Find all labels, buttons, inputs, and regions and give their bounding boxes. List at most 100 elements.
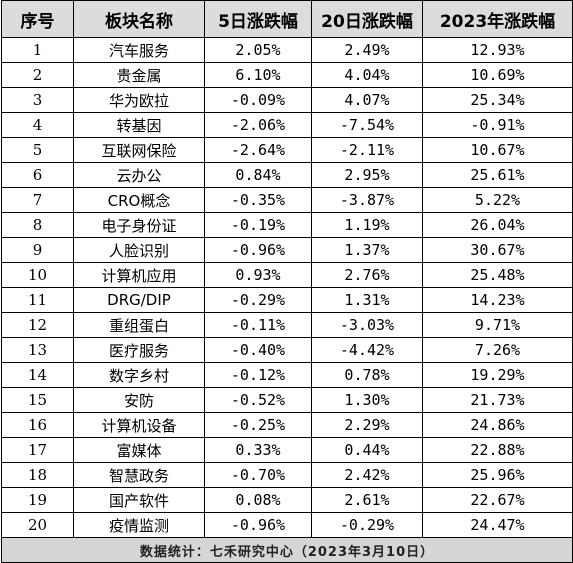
- change-20day-cell: 1.31%: [311, 287, 423, 313]
- change-2023-cell: 5.22%: [422, 187, 573, 213]
- change-5day-cell: -0.25%: [204, 412, 312, 438]
- change-2023-cell: 25.48%: [422, 262, 573, 288]
- table-row: 20 疫情监测 -0.96% -0.29% 24.47%: [1, 512, 573, 538]
- rank-cell: 14: [1, 362, 74, 388]
- rank-cell: 11: [1, 287, 74, 313]
- change-20day-cell: 0.44%: [311, 437, 423, 463]
- header-5day-change: 5日涨跌幅: [204, 0, 312, 38]
- header-rank: 序号: [1, 0, 74, 38]
- rank-cell: 7: [1, 187, 74, 213]
- change-20day-cell: 2.76%: [311, 262, 423, 288]
- change-2023-cell: 22.67%: [422, 487, 573, 513]
- change-2023-cell: -0.91%: [422, 112, 573, 138]
- table-row: 3 华为欧拉 -0.09% 4.07% 25.34%: [1, 87, 573, 113]
- sector-name-cell: 互联网保险: [73, 137, 205, 163]
- change-2023-cell: 24.47%: [422, 512, 573, 538]
- change-2023-cell: 7.26%: [422, 337, 573, 363]
- table-row: 10 计算机应用 0.93% 2.76% 25.48%: [1, 262, 573, 288]
- change-20day-cell: -0.29%: [311, 512, 423, 538]
- table-row: 19 国产软件 0.08% 2.61% 22.67%: [1, 487, 573, 513]
- change-20day-cell: 1.19%: [311, 212, 423, 238]
- header-20day-change: 20日涨跌幅: [311, 0, 423, 38]
- change-20day-cell: -4.42%: [311, 337, 423, 363]
- sector-name-cell: 计算机设备: [73, 412, 205, 438]
- rank-cell: 15: [1, 387, 74, 413]
- rank-cell: 9: [1, 237, 74, 263]
- change-5day-cell: -0.19%: [204, 212, 312, 238]
- change-20day-cell: 2.61%: [311, 487, 423, 513]
- rank-cell: 6: [1, 162, 74, 188]
- rank-cell: 18: [1, 462, 74, 488]
- sector-name-cell: CRO概念: [73, 187, 205, 213]
- sector-name-cell: 智慧政务: [73, 462, 205, 488]
- table-row: 11 DRG/DIP -0.29% 1.31% 14.23%: [1, 287, 573, 313]
- change-5day-cell: -0.52%: [204, 387, 312, 413]
- table-row: 16 计算机设备 -0.25% 2.29% 24.86%: [1, 412, 573, 438]
- change-20day-cell: -3.03%: [311, 312, 423, 338]
- sector-name-cell: 云办公: [73, 162, 205, 188]
- change-20day-cell: -2.11%: [311, 137, 423, 163]
- change-5day-cell: -0.96%: [204, 512, 312, 538]
- change-20day-cell: -3.87%: [311, 187, 423, 213]
- change-5day-cell: 0.93%: [204, 262, 312, 288]
- change-5day-cell: 2.05%: [204, 37, 312, 63]
- change-20day-cell: 0.78%: [311, 362, 423, 388]
- rank-cell: 1: [1, 37, 74, 63]
- table-row: 12 重组蛋白 -0.11% -3.03% 9.71%: [1, 312, 573, 338]
- table-row: 14 数字乡村 -0.12% 0.78% 19.29%: [1, 362, 573, 388]
- change-5day-cell: -0.96%: [204, 237, 312, 263]
- change-20day-cell: 4.04%: [311, 62, 423, 88]
- rank-cell: 3: [1, 87, 74, 113]
- change-5day-cell: -0.11%: [204, 312, 312, 338]
- rank-cell: 5: [1, 137, 74, 163]
- sector-name-cell: 疫情监测: [73, 512, 205, 538]
- change-2023-cell: 26.04%: [422, 212, 573, 238]
- table-row: 18 智慧政务 -0.70% 2.42% 25.96%: [1, 462, 573, 488]
- table-header: 序号 板块名称 5日涨跌幅 20日涨跌幅 2023年涨跌幅: [1, 0, 573, 38]
- change-2023-cell: 12.93%: [422, 37, 573, 63]
- change-2023-cell: 10.69%: [422, 62, 573, 88]
- change-5day-cell: -0.12%: [204, 362, 312, 388]
- change-20day-cell: 1.30%: [311, 387, 423, 413]
- change-2023-cell: 19.29%: [422, 362, 573, 388]
- change-5day-cell: 6.10%: [204, 62, 312, 88]
- table-row: 13 医疗服务 -0.40% -4.42% 7.26%: [1, 337, 573, 363]
- change-20day-cell: -7.54%: [311, 112, 423, 138]
- sector-name-cell: 华为欧拉: [73, 87, 205, 113]
- change-2023-cell: 25.61%: [422, 162, 573, 188]
- table-row: 17 富媒体 0.33% 0.44% 22.88%: [1, 437, 573, 463]
- change-5day-cell: 0.84%: [204, 162, 312, 188]
- table-row: 4 转基因 -2.06% -7.54% -0.91%: [1, 112, 573, 138]
- sector-name-cell: 重组蛋白: [73, 312, 205, 338]
- change-5day-cell: -0.35%: [204, 187, 312, 213]
- sector-name-cell: 人脸识别: [73, 237, 205, 263]
- change-2023-cell: 14.23%: [422, 287, 573, 313]
- change-20day-cell: 2.95%: [311, 162, 423, 188]
- change-5day-cell: -0.70%: [204, 462, 312, 488]
- table-footer: 数据统计：七禾研究中心（2023年3月10日）: [1, 537, 573, 563]
- sector-name-cell: 数字乡村: [73, 362, 205, 388]
- rank-cell: 8: [1, 212, 74, 238]
- change-5day-cell: -0.29%: [204, 287, 312, 313]
- rank-cell: 13: [1, 337, 74, 363]
- rank-cell: 17: [1, 437, 74, 463]
- rank-cell: 10: [1, 262, 74, 288]
- header-2023-change: 2023年涨跌幅: [422, 0, 573, 38]
- sector-name-cell: 计算机应用: [73, 262, 205, 288]
- table-row: 1 汽车服务 2.05% 2.49% 12.93%: [1, 37, 573, 63]
- data-source-note: 数据统计：七禾研究中心（2023年3月10日）: [1, 537, 573, 563]
- change-5day-cell: -0.09%: [204, 87, 312, 113]
- change-2023-cell: 25.96%: [422, 462, 573, 488]
- table-row: 2 贵金属 6.10% 4.04% 10.69%: [1, 62, 573, 88]
- footer-row: 数据统计：七禾研究中心（2023年3月10日）: [1, 537, 573, 563]
- table-row: 15 安防 -0.52% 1.30% 21.73%: [1, 387, 573, 413]
- rank-cell: 19: [1, 487, 74, 513]
- sector-name-cell: 贵金属: [73, 62, 205, 88]
- header-sector-name: 板块名称: [73, 0, 205, 38]
- change-5day-cell: 0.08%: [204, 487, 312, 513]
- header-row: 序号 板块名称 5日涨跌幅 20日涨跌幅 2023年涨跌幅: [1, 0, 573, 38]
- change-20day-cell: 2.42%: [311, 462, 423, 488]
- change-5day-cell: -2.06%: [204, 112, 312, 138]
- rank-cell: 12: [1, 312, 74, 338]
